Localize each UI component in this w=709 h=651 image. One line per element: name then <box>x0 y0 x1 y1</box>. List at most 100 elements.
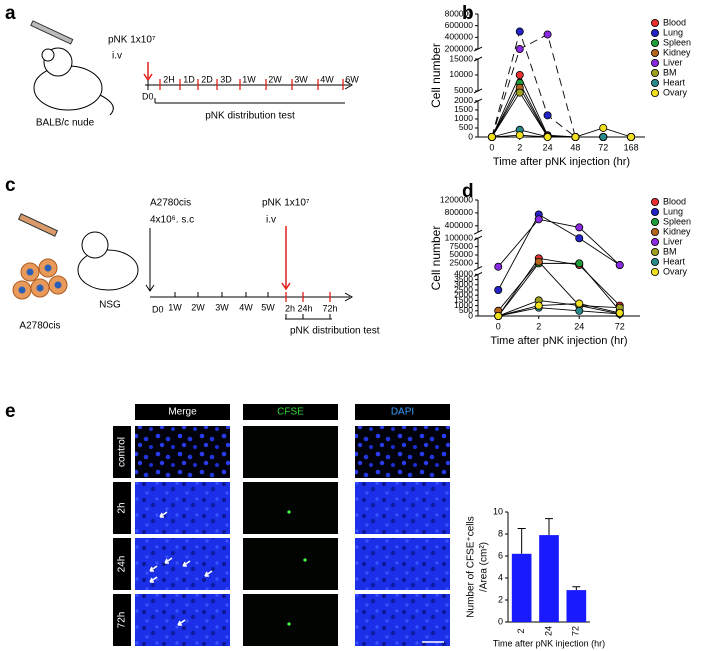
y-tick-label: 800000 <box>445 8 474 18</box>
y-tick-label: 1500 <box>454 104 473 114</box>
y-tick-label: 3000 <box>454 279 473 289</box>
row-header: 24h <box>117 556 128 573</box>
data-point <box>575 306 584 315</box>
y-axis-title: /Area (cm²) <box>479 542 490 592</box>
row-header-bg <box>113 594 131 646</box>
cfse-signal <box>303 558 307 562</box>
error-bar <box>572 586 581 591</box>
y-tick-label: 10 <box>493 506 503 516</box>
y-axis-title: Cell number <box>429 226 443 291</box>
y-tick-label: 800000 <box>445 207 474 217</box>
cfse-signal <box>287 510 291 514</box>
x-tick-label: 0 <box>496 321 501 331</box>
x-tick-label: 2 <box>536 321 541 331</box>
panel-label: b <box>462 3 474 24</box>
legend-label: Heart <box>663 256 686 266</box>
timepoint-label: 1D <box>183 74 195 84</box>
legend-marker <box>651 227 660 236</box>
data-point <box>615 308 624 317</box>
row-header: 2h <box>117 502 128 513</box>
y-tick-label: 2000 <box>454 289 473 299</box>
timepoint-label: 2h <box>285 303 295 313</box>
legend-marker <box>651 69 660 78</box>
micrograph-image <box>355 594 450 646</box>
y-tick-label: 0 <box>498 616 503 626</box>
y-tick-label: 8 <box>498 528 503 538</box>
tumor-label: A2780cis <box>150 198 191 209</box>
start-label: D0 <box>142 91 154 101</box>
x-tick-label: 0 <box>489 142 494 152</box>
data-point <box>575 223 584 232</box>
axis-break <box>473 229 483 235</box>
legend-label: Ovary <box>663 87 688 97</box>
legend-marker <box>651 18 660 27</box>
legend-marker <box>651 89 660 98</box>
legend-marker <box>651 237 660 246</box>
data-point <box>487 132 496 141</box>
micrograph-image <box>355 538 450 590</box>
series-line <box>497 261 620 315</box>
y-tick-label: 6 <box>498 550 503 560</box>
data-point <box>494 311 503 320</box>
data-point <box>515 45 524 54</box>
dose-label: pNK 1x10⁷ <box>108 35 156 46</box>
y-tick-label: 600000 <box>445 20 474 30</box>
diagram-a: pNK 1x10⁷ i.v D0 pNK distribution test B… <box>30 20 354 129</box>
series-line <box>491 127 632 138</box>
arrow <box>149 565 158 572</box>
series-line <box>498 299 620 317</box>
week-label: 5W <box>261 302 275 312</box>
data-point <box>543 111 552 120</box>
panel-label: a <box>5 3 16 24</box>
legend-label: Liver <box>663 236 683 246</box>
arrow <box>164 557 173 564</box>
y-tick-label: 2000 <box>454 95 473 105</box>
x-tick-label: 24 <box>574 321 584 331</box>
bar <box>511 553 532 622</box>
error-bar <box>545 518 553 536</box>
x-tick-label: 168 <box>624 142 639 152</box>
data-point <box>575 299 584 308</box>
micrograph-image <box>243 426 338 478</box>
data-point <box>615 261 624 270</box>
week-label: 4W <box>239 302 253 312</box>
y-tick-label: 0 <box>468 310 473 320</box>
data-point <box>599 123 608 132</box>
timepoint-label: 3W <box>294 74 308 84</box>
data-point <box>543 30 552 39</box>
legend-label: Kidney <box>663 226 691 236</box>
y-tick-label: 1000 <box>454 113 473 123</box>
legend-label: Blood <box>663 17 686 27</box>
diagram-c: A2780cis NSG A2780cis 4x10⁶. s.c pNK 1x1… <box>12 198 380 337</box>
cfse-signal <box>287 622 291 626</box>
week-label: 2W <box>191 302 205 312</box>
y-tick-label: 400000 <box>445 32 474 42</box>
micrograph-image <box>355 426 450 478</box>
micrograph-image <box>243 594 338 646</box>
y-tick-label: 500 <box>459 122 473 132</box>
x-axis-title: Time after pNK injection (hr) <box>493 638 605 648</box>
legend-label: BM <box>663 67 677 77</box>
micrograph-image <box>135 482 230 534</box>
timepoint-label: 72h <box>322 303 337 313</box>
timepoint-label: 24h <box>297 303 312 313</box>
arrow <box>159 511 168 518</box>
mouse-label: NSG <box>99 300 121 311</box>
cells-label: A2780cis <box>19 321 60 332</box>
bracket-label: pNK distribution test <box>205 111 295 122</box>
x-tick-label: 72 <box>598 142 608 152</box>
column-header-bg <box>243 404 338 420</box>
series-line <box>498 303 620 317</box>
y-tick-label: 0 <box>468 131 473 141</box>
y-tick-label: 15000 <box>449 53 473 63</box>
data-point <box>534 215 543 224</box>
series-line <box>497 262 621 317</box>
timepoint-label: 2H <box>163 74 175 84</box>
y-tick-label: 400000 <box>445 220 474 230</box>
micrograph-image <box>135 594 230 646</box>
series-line <box>497 213 620 291</box>
column-header: DAPI <box>391 407 414 418</box>
timepoint-label: 1W <box>242 74 256 84</box>
data-point <box>575 259 584 268</box>
